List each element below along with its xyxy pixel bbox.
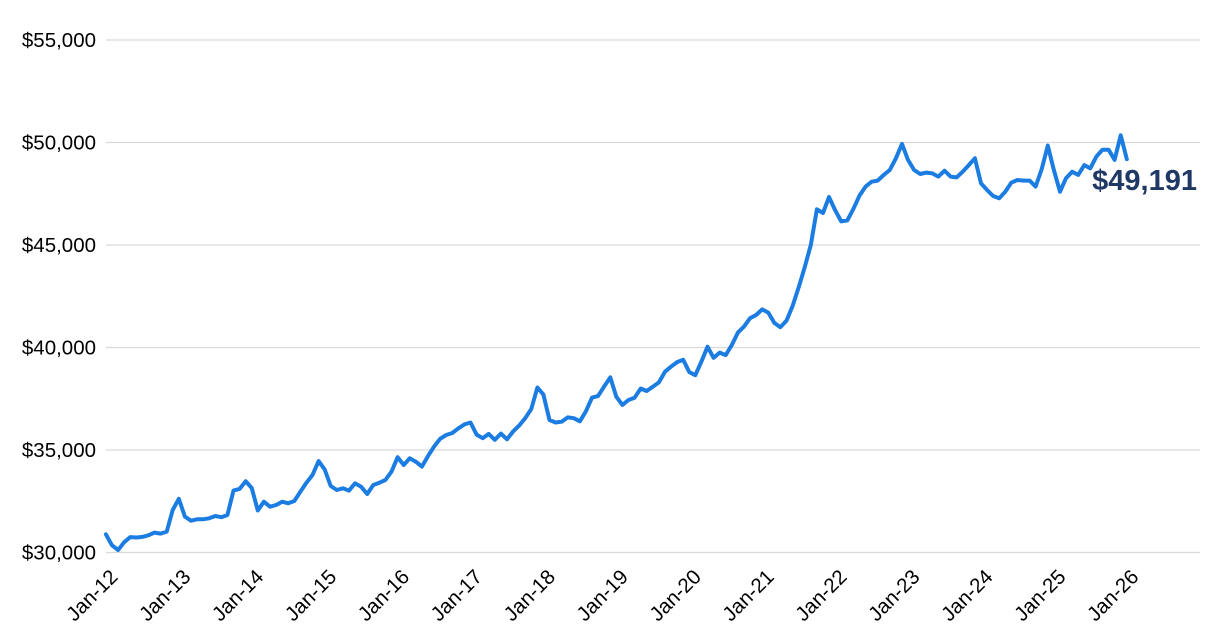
x-tick-label: Jan-22 xyxy=(791,565,852,626)
x-tick-label: Jan-19 xyxy=(572,565,633,626)
x-tick-label: Jan-12 xyxy=(62,565,123,626)
y-tick-label: $45,000 xyxy=(22,234,96,257)
x-tick-label: Jan-20 xyxy=(645,565,706,626)
y-tick-label: $50,000 xyxy=(22,132,96,155)
x-tick-label: Jan-24 xyxy=(937,565,998,626)
x-tick-label: Jan-14 xyxy=(208,565,269,626)
x-tick-label: Jan-26 xyxy=(1083,565,1144,626)
x-tick-label: Jan-23 xyxy=(864,565,925,626)
y-tick-label: $55,000 xyxy=(22,29,96,52)
y-tick-label: $30,000 xyxy=(22,542,96,565)
y-tick-label: $35,000 xyxy=(22,439,96,462)
x-tick-label: Jan-18 xyxy=(499,565,560,626)
end-value-label: $49,191 xyxy=(1092,165,1197,197)
x-tick-label: Jan-16 xyxy=(354,565,415,626)
data-line xyxy=(103,133,1129,552)
x-tick-label: Jan-13 xyxy=(135,565,196,626)
x-tick-label: Jan-17 xyxy=(426,565,487,626)
y-tick-label: $40,000 xyxy=(22,337,96,360)
x-tick-label: Jan-21 xyxy=(718,565,779,626)
x-tick-label: Jan-25 xyxy=(1010,565,1071,626)
x-tick-label: Jan-15 xyxy=(281,565,342,626)
